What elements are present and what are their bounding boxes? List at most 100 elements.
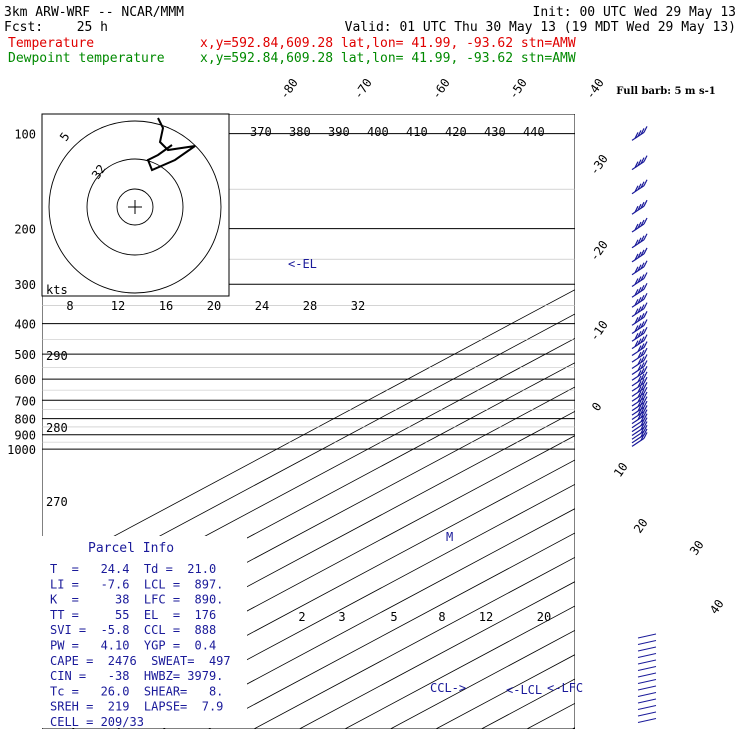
barb-staff [637, 698, 657, 704]
barb-feather [634, 332, 639, 340]
barb-feather [640, 249, 645, 257]
barb-staff [637, 633, 657, 639]
wind-barb [631, 319, 648, 335]
isotherm-label: -30 [587, 152, 611, 178]
theta-label: 440 [523, 125, 545, 139]
hodograph-ring [86, 158, 184, 256]
forecast-hours: 25 h [77, 20, 108, 35]
parcel-info-box: Parcel Info T = 24.4 Td = 21.0LI = -7.6 … [42, 536, 247, 729]
barb-feather [643, 396, 648, 403]
wind-barb [631, 409, 648, 425]
wind-barb [631, 428, 648, 444]
barb-feather [640, 313, 645, 320]
barb-feather [637, 364, 642, 371]
barb-feather [640, 328, 645, 336]
wind-barb [631, 302, 648, 318]
barb-feather [643, 217, 648, 225]
barb-staff [637, 659, 657, 665]
barb-feather [643, 386, 648, 394]
wind-barb [631, 424, 648, 440]
barb-feather [643, 334, 648, 341]
barb-feather [634, 325, 639, 332]
barb-feather [637, 296, 642, 304]
mixing-ratio-label: 8 [438, 610, 445, 624]
barb-feather [643, 247, 648, 255]
wind-scale-label: 12 [111, 299, 125, 313]
barb-feather [640, 356, 645, 363]
barb-feather [640, 262, 645, 270]
hodograph: 532 [41, 113, 230, 297]
barb-feather [637, 221, 642, 229]
isotherm-line [572, 727, 575, 729]
height-label: 290 [46, 349, 68, 363]
pressure-label: 1000 [7, 443, 36, 457]
barb-feather [643, 354, 648, 361]
barb-feather [643, 424, 648, 432]
barb-feather [634, 288, 639, 296]
barb-feather [640, 378, 645, 386]
wind-scale-label: 16 [159, 299, 173, 313]
wind-barb [631, 366, 648, 381]
barb-feather [640, 274, 645, 281]
barb-feather [640, 384, 645, 391]
barb-feather [640, 235, 645, 243]
isotherm-label: 30 [687, 538, 707, 558]
barb-feather [637, 358, 642, 365]
temperature-location: x,y=592.84,609.28 lat,lon= 41.99, -93.62… [200, 36, 576, 51]
isotherm-label: -40 [583, 76, 607, 102]
barb-feather [640, 349, 645, 357]
barb-feather [634, 266, 639, 274]
mixing-ratio-label: 12 [479, 610, 493, 624]
wind-barb [631, 326, 648, 342]
barb-feather [634, 340, 639, 347]
barb-staff [637, 646, 657, 652]
valid-time-label: Valid: 01 UTC Thu 30 May 13 (19 MDT Wed … [345, 20, 736, 35]
wind-barb [631, 382, 648, 397]
barb-feather [643, 382, 648, 389]
pressure-label: 200 [14, 223, 36, 237]
barb-feather [640, 388, 645, 396]
barb-feather [643, 272, 648, 279]
parcel-info-row: CIN = -38 HWBZ= 3979. [50, 669, 223, 683]
barb-feather [643, 302, 648, 309]
barb-staff [637, 718, 657, 723]
barb-feather [637, 400, 642, 407]
parcel-info-row: SREH = 219 LAPSE= 7.9 [50, 700, 223, 714]
wind-barb [631, 334, 648, 350]
isotherm-line [162, 508, 575, 729]
barb-feather [640, 373, 645, 381]
barb-feather [643, 341, 648, 348]
parcel-info-background [42, 536, 247, 728]
barb-feather [637, 345, 642, 352]
barb-staff [637, 705, 657, 710]
isotherm-line [435, 654, 575, 729]
barb-feather [637, 413, 642, 420]
barb-feather [640, 201, 645, 209]
mixing-ratio-label: 5 [390, 610, 397, 624]
barb-feather [634, 205, 639, 213]
barb-feather [637, 390, 642, 398]
barb-feather [640, 419, 645, 426]
level-annotation: <-EL [288, 257, 317, 271]
isotherm-line [390, 629, 575, 729]
wind-barb [631, 341, 648, 357]
level-annotation: <-LFC [547, 681, 583, 695]
barb-feather [634, 239, 639, 247]
wind-barb [631, 417, 648, 433]
barb-feather [634, 132, 639, 139]
level-annotation: <-LCL [506, 683, 542, 697]
barb-staff [637, 711, 657, 717]
wind-barb [631, 371, 648, 387]
pressure-label: 900 [14, 429, 36, 443]
barb-feather [634, 308, 639, 315]
barb-feather [643, 376, 648, 384]
barb-feather [637, 306, 642, 313]
height-label: 270 [46, 495, 68, 509]
barb-feather [640, 411, 645, 418]
theta-label: 420 [445, 125, 467, 139]
barb-feather [643, 179, 648, 186]
barb-feather [643, 347, 648, 355]
barb-feather [643, 428, 648, 436]
wind-scale-label: 32 [351, 299, 365, 313]
isotherm-label: 0 [589, 400, 605, 414]
